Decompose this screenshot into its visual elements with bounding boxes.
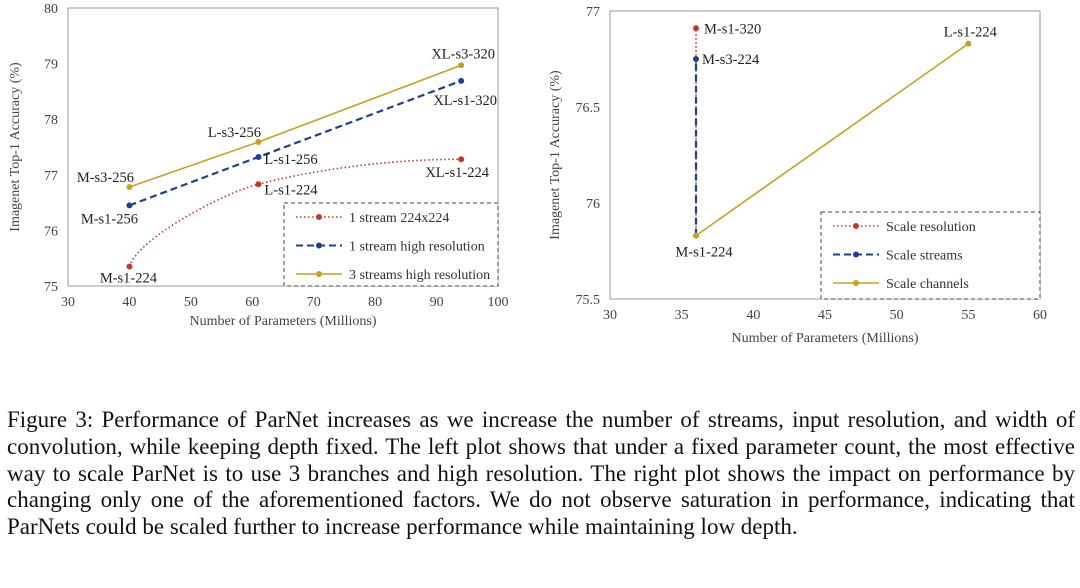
left-data-point-l-s1-224 bbox=[255, 181, 262, 188]
left-x-tick-label: 50 bbox=[184, 295, 198, 310]
left-chart: 30 40 50 60 70 80 90 100 75 76 77 78 79 80 Number of P… bbox=[8, 2, 509, 329]
left-data-point-xl-s1-320 bbox=[458, 77, 465, 84]
right-point-label-m-s3-224: M-s3-224 bbox=[702, 52, 760, 68]
right-chart: 30 35 40 45 50 55 60 75.5 76 76.5 77 Number of Para… bbox=[548, 5, 1047, 346]
left-legend-entry-1-stream-high-resolution: 1 stream high resolution bbox=[349, 240, 485, 255]
figure-caption: Figure 3: Performance of ParNet increase… bbox=[7, 407, 1075, 540]
left-series-line-3-streams-high-resolution bbox=[129, 64, 462, 188]
right-x-tick-label: 35 bbox=[675, 308, 689, 323]
right-y-tick-label: 77 bbox=[586, 5, 600, 20]
left-x-tick-label: 30 bbox=[61, 295, 75, 310]
left-point-label-l-s1-224: L-s1-224 bbox=[264, 182, 318, 198]
left-x-tick-label: 70 bbox=[307, 295, 321, 310]
left-y-tick-label: 76 bbox=[44, 224, 58, 239]
left-legend-marker-3-streams-high-resolution bbox=[316, 271, 322, 277]
left-legend-entry-1-stream-224x224: 1 stream 224x224 bbox=[349, 211, 449, 226]
left-y-tick-label: 78 bbox=[44, 113, 58, 128]
left-legend-marker-1-stream-high-resolution bbox=[316, 242, 322, 249]
left-point-label-xl-s1-224: XL-s1-224 bbox=[425, 165, 489, 181]
left-point-label-m-s1-224: M-s1-224 bbox=[100, 271, 158, 287]
right-legend-marker-scale-streams bbox=[853, 251, 859, 258]
right-data-point-l-s1-224 bbox=[965, 40, 972, 47]
right-x-axis-label: Number of Parameters (Millions) bbox=[731, 331, 918, 346]
left-legend-entry-3-streams-high-resolution: 3 streams high resolution bbox=[349, 268, 490, 283]
right-x-tick-label: 55 bbox=[961, 308, 975, 323]
right-y-tick-label: 76.5 bbox=[576, 101, 601, 116]
left-data-point-m-s1-256 bbox=[126, 202, 133, 209]
left-point-label-l-s3-256: L-s3-256 bbox=[208, 125, 261, 141]
right-data-point-m-s1-224 bbox=[693, 232, 699, 239]
right-x-tick-label: 60 bbox=[1033, 308, 1047, 323]
right-legend-marker-scale-channels bbox=[853, 280, 859, 286]
left-data-point-xl-s1-224 bbox=[458, 156, 465, 163]
left-y-tick-label: 80 bbox=[44, 2, 58, 17]
figure-plots: 30 40 50 60 70 80 90 100 75 76 77 78 79 80 Number of P… bbox=[8, 2, 1047, 346]
left-x-tick-label: 60 bbox=[245, 295, 259, 310]
left-legend-marker-1-stream-224x224 bbox=[316, 214, 322, 220]
right-legend-entry-scale-streams: Scale streams bbox=[886, 249, 963, 264]
right-point-label-l-s1-224: L-s1-224 bbox=[944, 25, 998, 41]
left-y-axis-label: Imagenet Top-1 Accuracy (%) bbox=[8, 62, 23, 232]
right-x-tick-label: 45 bbox=[818, 308, 832, 323]
right-legend-marker-scale-resolution bbox=[853, 223, 859, 229]
right-data-point-m-s3-224 bbox=[693, 56, 699, 62]
left-point-label-xl-s1-320: XL-s1-320 bbox=[433, 93, 497, 109]
left-data-point-m-s1-224 bbox=[126, 263, 133, 270]
right-y-tick-label: 76 bbox=[586, 197, 600, 212]
left-x-tick-label: 90 bbox=[430, 295, 444, 310]
right-point-label-m-s1-320: M-s1-320 bbox=[704, 21, 761, 37]
right-y-tick-label: 75.5 bbox=[576, 293, 601, 308]
right-x-tick-label: 30 bbox=[603, 308, 617, 323]
left-data-point-m-s3-256 bbox=[126, 184, 133, 191]
left-data-point-l-s1-256 bbox=[255, 154, 262, 161]
left-data-point-xl-s3-320 bbox=[458, 62, 465, 69]
left-x-axis-label: Number of Parameters (Millions) bbox=[189, 314, 376, 329]
right-legend-entry-scale-resolution: Scale resolution bbox=[886, 220, 976, 235]
left-y-tick-label: 79 bbox=[44, 58, 58, 73]
left-point-label-m-s1-256: M-s1-256 bbox=[81, 211, 138, 227]
left-y-tick-label: 77 bbox=[44, 169, 58, 184]
right-y-axis-label: Imagenet Top-1 Accuracy (%) bbox=[548, 70, 563, 240]
right-legend-entry-scale-channels: Scale channels bbox=[886, 277, 969, 292]
left-y-tick-label: 75 bbox=[44, 280, 58, 295]
right-x-tick-label: 40 bbox=[746, 308, 760, 323]
right-x-tick-label: 50 bbox=[890, 308, 904, 323]
left-x-tick-label: 100 bbox=[488, 295, 509, 310]
left-point-label-l-s1-256: L-s1-256 bbox=[264, 152, 317, 168]
left-point-label-xl-s3-320: XL-s3-320 bbox=[431, 46, 495, 62]
left-point-label-m-s3-256: M-s3-256 bbox=[77, 170, 134, 186]
right-series-line-scale-channels bbox=[695, 42, 969, 237]
left-plot-frame bbox=[67, 7, 499, 287]
left-data-point-l-s3-256 bbox=[255, 138, 262, 145]
right-point-label-m-s1-224: M-s1-224 bbox=[675, 245, 733, 261]
right-data-point-m-s1-320 bbox=[693, 25, 699, 32]
left-x-tick-label: 80 bbox=[368, 295, 382, 310]
left-x-tick-label: 40 bbox=[122, 295, 136, 310]
